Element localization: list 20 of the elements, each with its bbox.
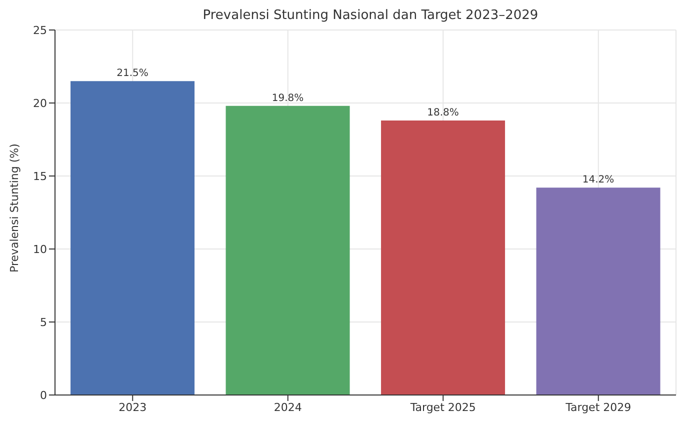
bar (381, 120, 506, 395)
y-tick-label: 25 (33, 24, 47, 37)
y-tick-label: 15 (33, 170, 47, 183)
data-label: 14.2% (582, 174, 614, 186)
x-tick-label: 2023 (118, 400, 147, 414)
x-tick-label: Target 2029 (564, 400, 632, 414)
x-tick-label: 2024 (274, 400, 302, 414)
y-tick-label: 10 (33, 242, 47, 256)
data-label: 21.5% (116, 68, 148, 80)
bar (226, 106, 350, 395)
x-tick-label: Target 2025 (409, 400, 476, 414)
y-tick-label: 0 (40, 388, 47, 402)
y-tick-label: 5 (40, 316, 47, 329)
bar (70, 81, 195, 395)
data-label: 18.8% (427, 108, 459, 119)
bar (536, 188, 660, 395)
y-tick-label: 20 (33, 96, 47, 110)
y-axis-title: Prevalensi Stunting (%) (8, 144, 21, 272)
chart-title: Prevalensi Stunting Nasional dan Target 2023–2029 (202, 8, 540, 23)
data-label: 19.8% (272, 92, 304, 104)
